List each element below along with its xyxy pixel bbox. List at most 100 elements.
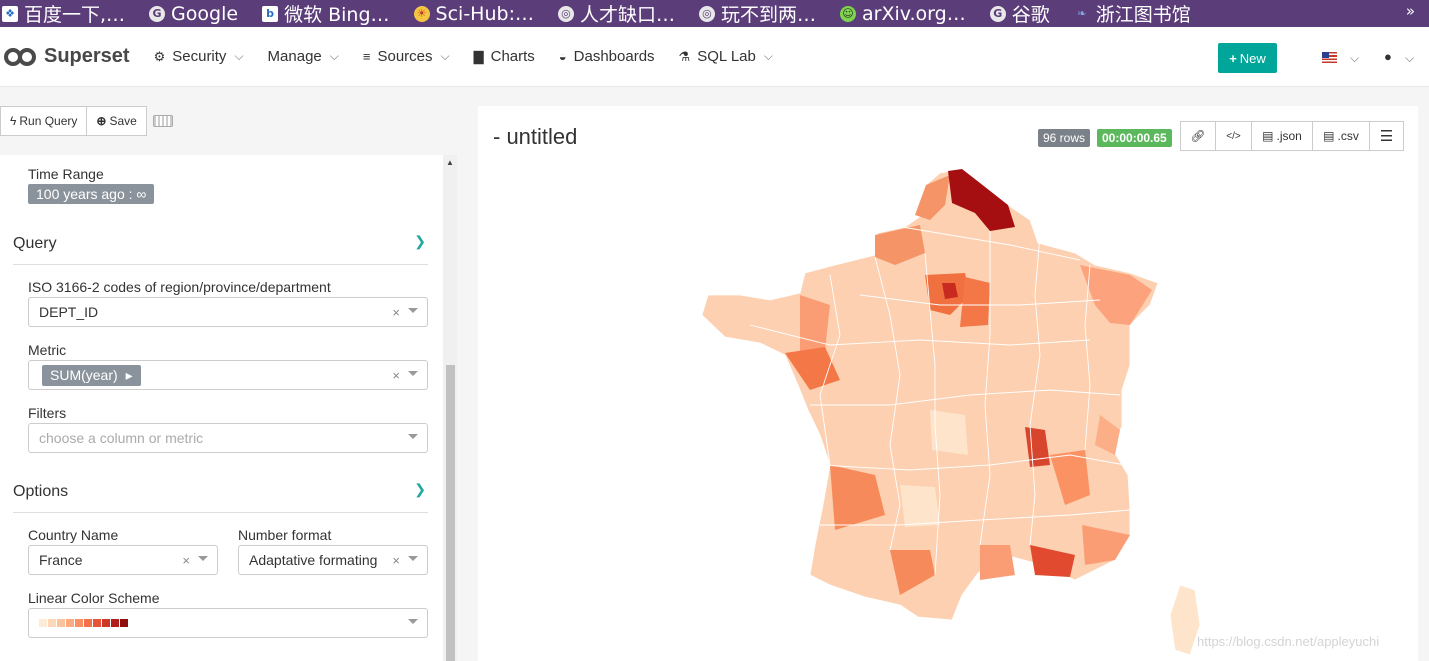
bing-icon: b [262,5,279,22]
bookmark-label: 玩不到两… [720,4,816,26]
map-region [875,225,925,265]
map-region [960,277,990,327]
metric-select[interactable]: SUM(year) ▸ × [28,360,428,390]
options-section-header[interactable]: Options ❯ [13,481,428,513]
save-button[interactable]: ⊕ Save [87,106,147,136]
google-icon: G [989,5,1006,22]
bookmark-item[interactable]: G 谷歌 [989,0,1050,27]
plus-icon: + [1229,50,1237,66]
clear-icon[interactable]: × [392,305,400,320]
dropdown-arrow-icon[interactable] [408,371,418,376]
dropdown-arrow-icon[interactable] [408,434,418,439]
dropdown-arrow-icon[interactable] [198,556,208,561]
nav-sql-lab[interactable]: ⚗ SQL Lab ⌵ [679,48,773,65]
country-select[interactable]: France × [28,545,218,575]
map-region-nord [948,169,1015,231]
map-region [1082,525,1130,565]
link-icon: 🔗︎ [1190,129,1206,143]
dropdown-arrow-icon[interactable] [408,619,418,624]
nav-dashboards[interactable]: ◒ Dashboards [559,48,655,65]
bookmark-label: arXiv.org… [862,2,966,25]
baidu-icon: ❖ [2,5,18,22]
entity-select[interactable]: DEPT_ID × [28,297,428,327]
nav-menu: ⚙ Security ⌵ Manage ⌵ ≡ Sources ⌵ ▇ Charts ◒ Dashbo… [130,48,773,65]
color-scheme-label: Linear Color Scheme [28,590,160,606]
clear-icon[interactable]: × [392,553,400,568]
brand[interactable]: Superset [4,45,130,68]
number-format-select[interactable]: Adaptative formating × [238,545,428,575]
france-choropleth-map[interactable] [690,165,1210,655]
bookmark-label: 浙江图书馆 [1095,4,1191,26]
filters-select[interactable]: choose a column or metric [28,423,428,453]
chevron-down-icon: ⌵ [763,49,773,63]
new-button[interactable]: + New [1218,43,1277,73]
bookmark-item[interactable]: ☺ arXiv.org… [840,3,966,25]
chevron-up-icon[interactable]: ❯ [414,481,426,497]
color-scheme-select[interactable] [28,608,428,638]
bookmarks-overflow-icon[interactable]: » [1405,2,1415,20]
chevron-down-icon[interactable]: ⌵ [1405,51,1415,65]
bookmark-label: Sci-Hub:… [435,2,534,25]
run-query-button[interactable]: ϟ Run Query [0,106,88,136]
map-region [830,465,885,530]
file-code-icon: ▤ [1262,129,1274,143]
hamburger-icon: ☰ [1379,128,1394,145]
map-region [1080,265,1152,325]
chevron-up-icon[interactable]: ❯ [414,233,426,249]
scihub-icon: ☀ [413,5,430,22]
map-region [980,545,1015,580]
nav-sources[interactable]: ≡ Sources ⌵ [363,48,450,65]
time-range-badge[interactable]: 100 years ago : ∞ [28,184,155,204]
control-panel[interactable] [0,155,443,661]
link-button[interactable]: 🔗︎ [1180,121,1216,151]
clear-icon[interactable]: × [392,368,400,383]
map-region [942,283,958,299]
keyboard-icon[interactable] [152,115,173,127]
bookmark-item[interactable]: ❖ 百度一下,… [2,0,125,27]
embed-code-button[interactable]: </> [1216,121,1252,151]
nav-charts[interactable]: ▇ Charts [474,48,535,65]
map-region [1095,415,1120,455]
more-menu-button[interactable]: ☰ [1370,121,1404,151]
chart-title[interactable]: - untitled [493,124,578,149]
chart-action-buttons: 🔗︎ </> ▤ .json ▤ .csv ☰ [1180,121,1404,151]
nav-security[interactable]: ⚙ Security ⌵ [154,48,244,65]
export-json-button[interactable]: ▤ .json [1252,121,1313,151]
bookmark-label: Google [171,2,239,25]
bookmark-item[interactable]: ☀ Sci-Hub:… [413,2,534,25]
arxiv-icon: ☺ [840,5,856,22]
bookmark-item[interactable]: ❧ 浙江图书馆 [1074,0,1191,27]
bookmark-item[interactable]: b 微软 Bing… [262,0,390,27]
color-swatch [48,619,56,627]
file-text-icon: ▤ [1323,129,1335,143]
bookmark-item[interactable]: ◎ 人才缺口… [557,0,675,27]
map-mainland [701,168,1159,621]
color-swatch [66,619,74,627]
user-icon[interactable]: ● [1384,49,1392,64]
control-panel-scrollbar[interactable]: ▲ [443,155,457,661]
bookmark-item[interactable]: G Google [149,3,238,25]
export-csv-button[interactable]: ▤ .csv [1313,121,1370,151]
scroll-thumb[interactable] [446,365,455,661]
dropdown-arrow-icon[interactable] [408,556,418,561]
color-swatch [120,619,128,627]
nav-label: Manage [267,48,322,65]
plus-circle-icon: ⊕ [96,114,107,128]
scroll-up-icon[interactable]: ▲ [446,158,454,167]
color-swatch [93,619,101,627]
us-flag-icon[interactable] [1322,52,1337,63]
watermark-text: https://blog.csdn.net/appleyuchi [1197,634,1380,649]
nav-manage[interactable]: Manage ⌵ [268,48,339,65]
row-count-badge: 96 rows [1038,129,1091,147]
dropdown-arrow-icon[interactable] [408,308,418,313]
color-scheme-swatches [39,619,129,627]
time-range-label: Time Range [28,166,104,182]
query-section-header[interactable]: Query ❯ [13,233,428,265]
metric-chip[interactable]: SUM(year) ▸ [42,364,141,386]
bookmark-item[interactable]: ◎ 玩不到两… [698,0,816,27]
color-swatch [75,619,83,627]
chevron-down-icon[interactable]: ⌵ [1350,51,1360,65]
bookmark-label: 百度一下,… [24,4,126,26]
clear-icon[interactable]: × [182,553,190,568]
nav-label: Dashboards [573,48,655,65]
